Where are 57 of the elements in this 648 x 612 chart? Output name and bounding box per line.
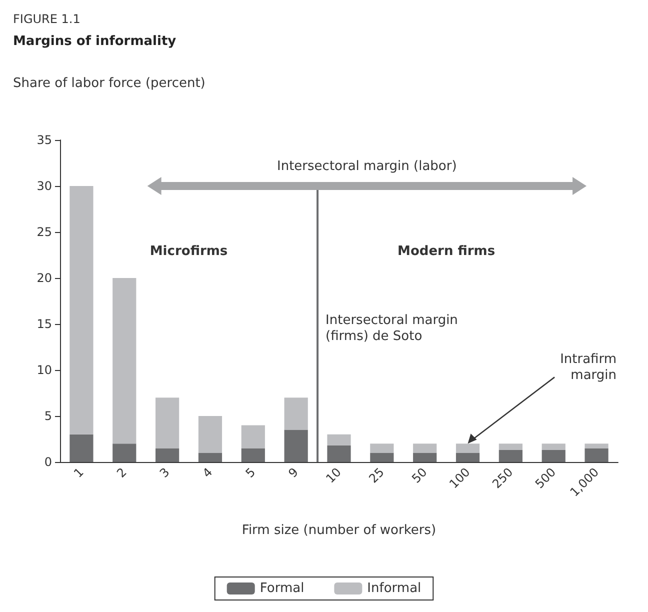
legend-label: Informal: [367, 581, 422, 596]
x-tick-label: 2: [114, 465, 130, 480]
bar: [327, 445, 351, 462]
bar: [156, 448, 180, 462]
x-tick-label: 5: [242, 465, 258, 480]
x-tick-label: 10: [323, 465, 344, 486]
bar: [542, 450, 566, 462]
x-tick-label: 50: [409, 465, 430, 486]
bar: [112, 444, 136, 462]
bar: [498, 450, 522, 462]
annotation: Microfirms: [150, 244, 228, 259]
bar: [456, 444, 480, 453]
bar: [370, 452, 394, 462]
y-tick-label: 15: [36, 317, 52, 331]
bar: [542, 444, 566, 450]
bar: [112, 278, 136, 444]
x-tick-label: 9: [286, 465, 302, 480]
bar: [241, 425, 265, 448]
annotation: Intrafirm margin: [560, 352, 617, 384]
bar: [198, 416, 222, 453]
x-tick-label: 1: [71, 465, 86, 480]
bar: [498, 444, 522, 450]
bar: [413, 452, 437, 462]
bar: [370, 444, 394, 453]
x-tick-label: 500: [532, 465, 559, 492]
legend-label: Formal: [260, 581, 304, 596]
bar: [241, 448, 265, 462]
bar: [456, 452, 480, 462]
bar: [198, 452, 222, 462]
bar: [156, 398, 180, 448]
y-tick-label: 10: [36, 363, 52, 377]
bar: [327, 434, 351, 446]
annotation: Intersectoral margin (firms) de Soto: [326, 313, 458, 344]
y-tick-label: 30: [36, 179, 52, 193]
x-tick-label: 3: [156, 465, 172, 480]
y-tick-label: 25: [36, 225, 52, 239]
chart-title: FIGURE 1.1: [13, 12, 80, 26]
bar: [70, 186, 94, 434]
y-tick-label: 35: [36, 133, 52, 147]
bar: [413, 444, 437, 453]
x-axis-title: Firm size (number of workers): [242, 523, 436, 538]
y-tick-label: 5: [44, 409, 52, 423]
y-tick-label: 20: [36, 271, 52, 285]
chart-subtitle: Margins of informality: [13, 34, 177, 49]
bar: [284, 398, 308, 430]
x-tick-label: 100: [446, 465, 473, 492]
y-tick-label: 0: [44, 455, 52, 469]
x-tick-label: 4: [200, 465, 216, 480]
bar: [70, 434, 94, 462]
bar: [284, 430, 308, 462]
bar: [584, 448, 608, 462]
annotation: Intersectoral margin (labor): [277, 159, 457, 174]
x-tick-label: 250: [490, 465, 516, 492]
x-tick-label: 25: [366, 465, 387, 486]
bar: [584, 444, 608, 448]
annotation: Modern firms: [398, 244, 496, 259]
y-axis-title: Share of labor force (percent): [13, 76, 206, 91]
